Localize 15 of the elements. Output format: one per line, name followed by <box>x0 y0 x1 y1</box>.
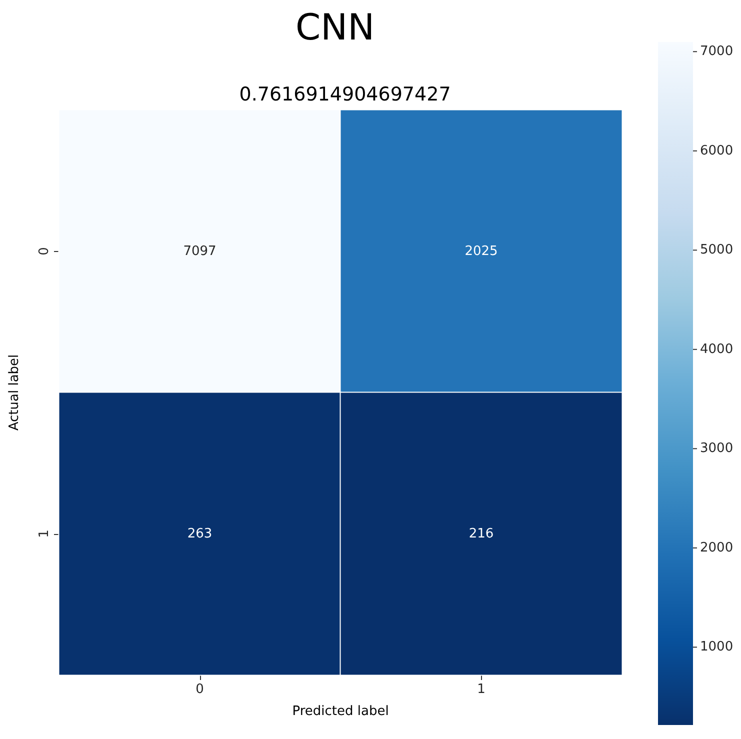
color-bar-label: 5000 <box>700 242 734 258</box>
x-axis-title: Predicted label <box>292 704 389 719</box>
color-bar-label: 3000 <box>700 441 734 456</box>
chart-title: CNN <box>296 8 374 48</box>
chart-subtitle: 0.7616914904697427 <box>239 84 451 106</box>
color-bar-label: 6000 <box>700 143 734 158</box>
y-axis-title: Actual label <box>7 354 22 431</box>
color-bar-label: 7000 <box>700 44 734 60</box>
data-label: 2025 <box>464 244 498 259</box>
data-label: 263 <box>187 526 212 542</box>
color-bar-label: 2000 <box>700 540 734 556</box>
color-bar-label: 4000 <box>700 342 734 357</box>
color-bar-label: 1000 <box>700 640 734 655</box>
data-label: 216 <box>468 526 494 542</box>
data-label: 7097 <box>183 244 216 259</box>
